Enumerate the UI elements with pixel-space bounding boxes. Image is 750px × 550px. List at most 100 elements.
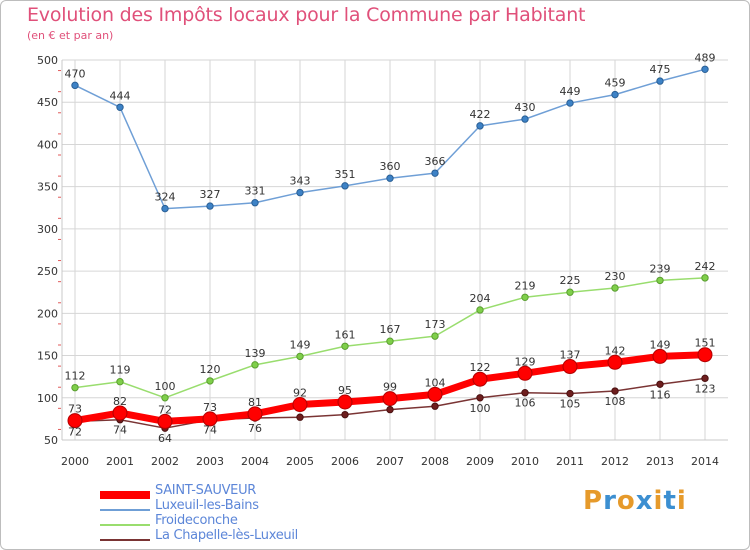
data-label: 100 <box>155 380 176 393</box>
x-tick-label: 2013 <box>646 455 674 468</box>
x-tick-label: 2005 <box>286 455 314 468</box>
data-point <box>116 378 124 386</box>
data-point <box>71 383 79 392</box>
data-label: 82 <box>113 395 127 408</box>
data-label: 167 <box>380 323 401 336</box>
data-label: 366 <box>425 155 446 168</box>
data-point <box>521 293 529 301</box>
data-label: 100 <box>470 402 491 415</box>
data-label: 123 <box>695 382 716 395</box>
data-point <box>521 389 529 397</box>
logo-letter: o <box>616 486 636 516</box>
data-point <box>476 122 484 130</box>
data-label: 105 <box>560 398 581 411</box>
data-point <box>341 410 349 419</box>
data-label: 104 <box>425 376 446 389</box>
legend-swatch <box>100 539 150 541</box>
data-label: 239 <box>650 262 671 275</box>
x-tick-label: 2012 <box>601 455 629 468</box>
data-label: 120 <box>200 363 221 376</box>
chart-title: Evolution des Impôts locaux pour la Comm… <box>27 4 586 26</box>
data-point <box>296 188 304 197</box>
logo-letter: r <box>603 486 617 516</box>
data-label: 73 <box>68 403 82 416</box>
legend-label: La Chapelle-lès-Luxeuil <box>155 528 298 543</box>
x-tick-label: 2006 <box>331 455 359 468</box>
logo-letter: i <box>676 486 687 516</box>
data-label: 95 <box>338 384 352 397</box>
y-tick-label: 350 <box>37 181 58 194</box>
data-point <box>296 413 304 421</box>
data-label: 343 <box>290 175 311 188</box>
y-tick-label: 400 <box>37 138 58 151</box>
points-layer <box>67 65 713 432</box>
data-label: 74 <box>113 424 127 437</box>
data-point <box>656 276 664 285</box>
data-point <box>341 182 349 190</box>
x-tick-label: 2004 <box>241 455 269 468</box>
x-tick-label: 2002 <box>151 455 179 468</box>
data-point <box>476 394 484 402</box>
data-point <box>701 65 709 73</box>
data-label: 459 <box>605 77 626 90</box>
y-tick-label: 300 <box>37 223 58 236</box>
data-point <box>611 284 619 292</box>
y-tick-label: 450 <box>37 96 58 109</box>
data-label: 112 <box>65 370 86 383</box>
data-point <box>607 354 623 370</box>
data-label: 99 <box>383 381 397 394</box>
data-label: 142 <box>605 344 626 357</box>
data-label: 116 <box>650 388 671 401</box>
logo-letter: t <box>663 486 677 516</box>
data-point <box>296 352 304 361</box>
x-tick-label: 2010 <box>511 455 539 468</box>
legend-label: SAINT-SAUVEUR <box>155 483 257 498</box>
data-point <box>386 174 394 182</box>
data-labels-layer: 470 444 324 327 331 343 351 360 366 422 430 449 459 4… <box>65 51 716 445</box>
data-label: 64 <box>158 432 172 445</box>
data-point <box>431 402 439 410</box>
data-label: 137 <box>560 349 581 362</box>
legend-label: Luxeuil-les-Bains <box>155 498 259 513</box>
data-point <box>386 405 394 414</box>
logo-letter: P <box>583 486 604 516</box>
data-point <box>341 342 349 350</box>
data-point <box>427 386 443 402</box>
y-tick-label: 250 <box>37 265 58 278</box>
y-tick-label: 500 <box>37 54 58 67</box>
data-point <box>206 377 214 385</box>
data-point <box>382 391 398 407</box>
data-label: 106 <box>515 397 536 410</box>
data-point <box>701 374 709 383</box>
data-label: 149 <box>650 338 671 351</box>
data-label: 470 <box>65 67 86 80</box>
data-label: 76 <box>248 422 262 435</box>
data-point <box>656 380 664 388</box>
legend-swatch <box>100 524 150 526</box>
data-label: 475 <box>650 63 671 76</box>
data-point <box>161 394 169 402</box>
data-point <box>161 204 169 213</box>
x-tick-label: 2007 <box>376 455 404 468</box>
data-point <box>697 347 713 363</box>
data-point <box>337 394 353 410</box>
data-point <box>247 406 263 422</box>
data-label: 204 <box>470 292 491 305</box>
data-point <box>611 387 619 395</box>
data-point <box>251 199 259 207</box>
logo-letter: i <box>653 486 664 516</box>
data-label: 489 <box>695 51 716 64</box>
data-point <box>652 348 668 364</box>
data-point <box>67 413 83 429</box>
data-label: 74 <box>203 424 217 437</box>
data-label: 327 <box>200 188 221 201</box>
data-label: 122 <box>470 361 491 374</box>
data-label: 129 <box>515 355 536 368</box>
data-point <box>566 389 574 398</box>
data-label: 151 <box>695 337 716 350</box>
data-point <box>202 411 218 427</box>
data-point <box>431 332 439 340</box>
data-point <box>112 405 128 421</box>
data-label: 324 <box>155 191 176 204</box>
